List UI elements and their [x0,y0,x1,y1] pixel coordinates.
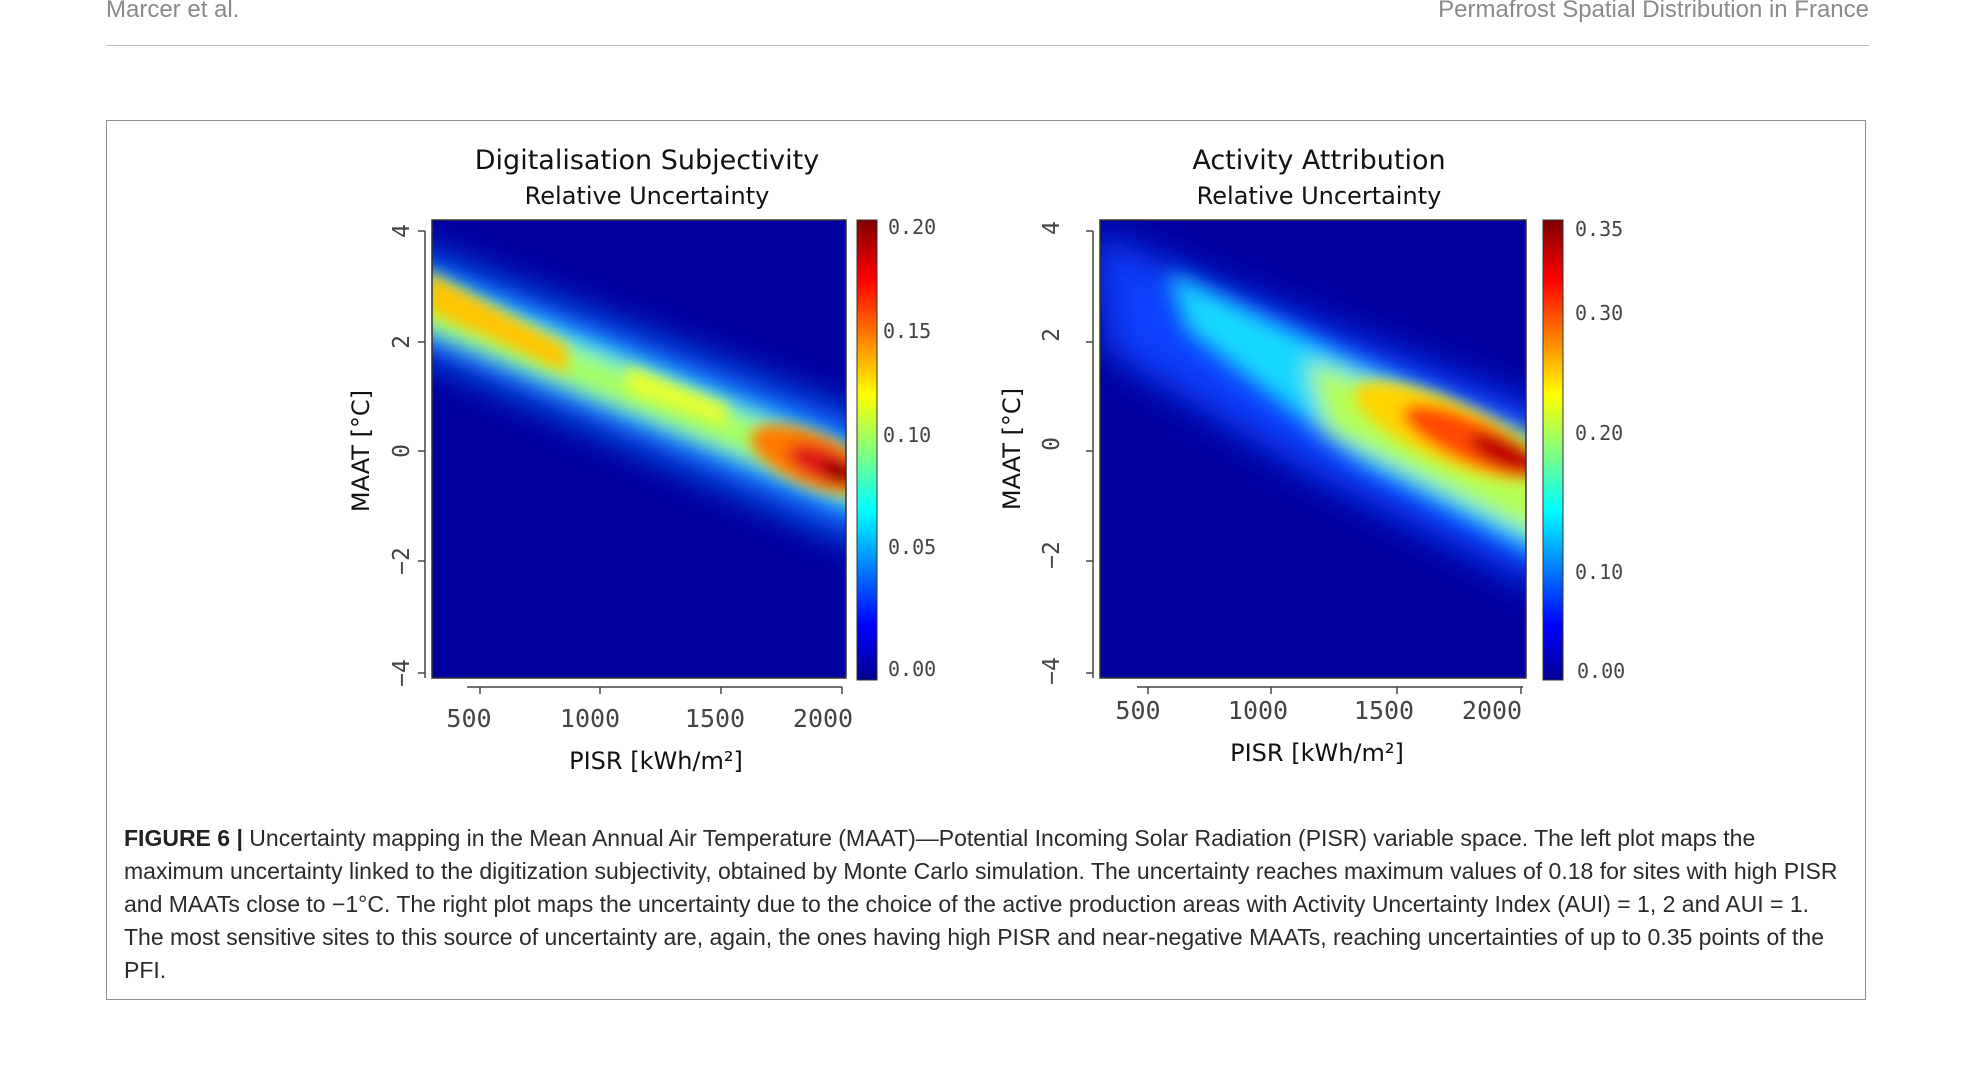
chart-left-heatmap [432,220,846,678]
figure-label: FIGURE 6 | [124,825,243,851]
chart-left-x-label: PISR [kWh/m²] [569,747,743,775]
chart-right-colorbar-tick: 0.35 [1575,217,1623,241]
chart-right-x-tick: 2000 [1462,696,1522,725]
chart-right-y-tick: −2 [1039,541,1065,569]
chart-right-y-label: MAAT [°C] [998,388,1026,510]
chart-right-y-axis [1086,230,1094,678]
chart-right-heatmap [1100,220,1526,678]
chart-right-subtitle: Relative Uncertainty [1197,182,1442,210]
chart-left-subtitle: Relative Uncertainty [525,182,770,210]
chart-left-colorbar-tick: 0.00 [888,657,936,681]
chart-left-colorbar-tick: 0.05 [888,535,936,559]
chart-left-colorbar-tick: 0.20 [888,215,936,239]
figure-6-charts: Digitalisation Subjectivity Relative Unc… [347,145,1625,775]
chart-left-x-tick: 1500 [685,704,745,733]
chart-right-y-tick: 2 [1039,328,1065,342]
chart-right: Activity Attribution Relative Uncertaint… [998,145,1625,767]
chart-left-colorbar [856,219,878,681]
chart-left-colorbar-tick: 0.10 [883,423,931,447]
chart-right-colorbar-tick: 0.30 [1575,301,1623,325]
chart-right-colorbar-tick: 0.00 [1577,659,1625,683]
chart-left-title: Digitalisation Subjectivity [475,145,819,176]
running-header-title: Permafrost Spatial Distribution in Franc… [1438,0,1869,23]
chart-left-y-tick: −4 [389,659,415,687]
chart-right-x-tick: 1500 [1354,696,1414,725]
chart-left-colorbar-tick: 0.15 [883,319,931,343]
chart-left-x-axis [467,686,843,694]
chart-right-y-tick: −4 [1039,657,1065,685]
chart-right-colorbar-tick: 0.10 [1575,560,1623,584]
chart-left-x-tick: 2000 [793,704,853,733]
chart-right-x-tick: 500 [1115,696,1160,725]
running-header-authors: Marcer et al. [106,0,240,23]
chart-right-plot-area [1099,219,1527,679]
chart-right-y-tick: 0 [1039,437,1065,451]
header-divider [106,45,1869,46]
figure-frame: Digitalisation Subjectivity Relative Unc… [106,120,1866,1000]
chart-right-x-axis [1137,686,1523,694]
chart-right-x-label: PISR [kWh/m²] [1230,739,1404,767]
chart-left: Digitalisation Subjectivity Relative Unc… [347,145,936,775]
chart-left-y-label: MAAT [°C] [347,390,375,512]
figure-caption-text: Uncertainty mapping in the Mean Annual A… [124,825,1838,983]
figure-caption: FIGURE 6 | Uncertainty mapping in the Me… [124,822,1844,987]
chart-left-y-tick: 2 [389,335,415,349]
chart-left-x-tick: 500 [446,704,491,733]
chart-left-y-axis [418,230,426,678]
chart-right-title: Activity Attribution [1192,145,1445,176]
chart-left-x-tick: 1000 [560,704,620,733]
chart-left-y-tick: −2 [389,547,415,575]
chart-left-y-tick: 4 [389,224,415,238]
chart-left-plot-area [431,219,847,679]
chart-right-x-tick: 1000 [1228,696,1288,725]
chart-right-y-tick: 4 [1039,221,1065,235]
chart-left-y-tick: 0 [389,444,415,458]
chart-right-colorbar-tick: 0.20 [1575,421,1623,445]
chart-right-colorbar [1542,219,1564,681]
